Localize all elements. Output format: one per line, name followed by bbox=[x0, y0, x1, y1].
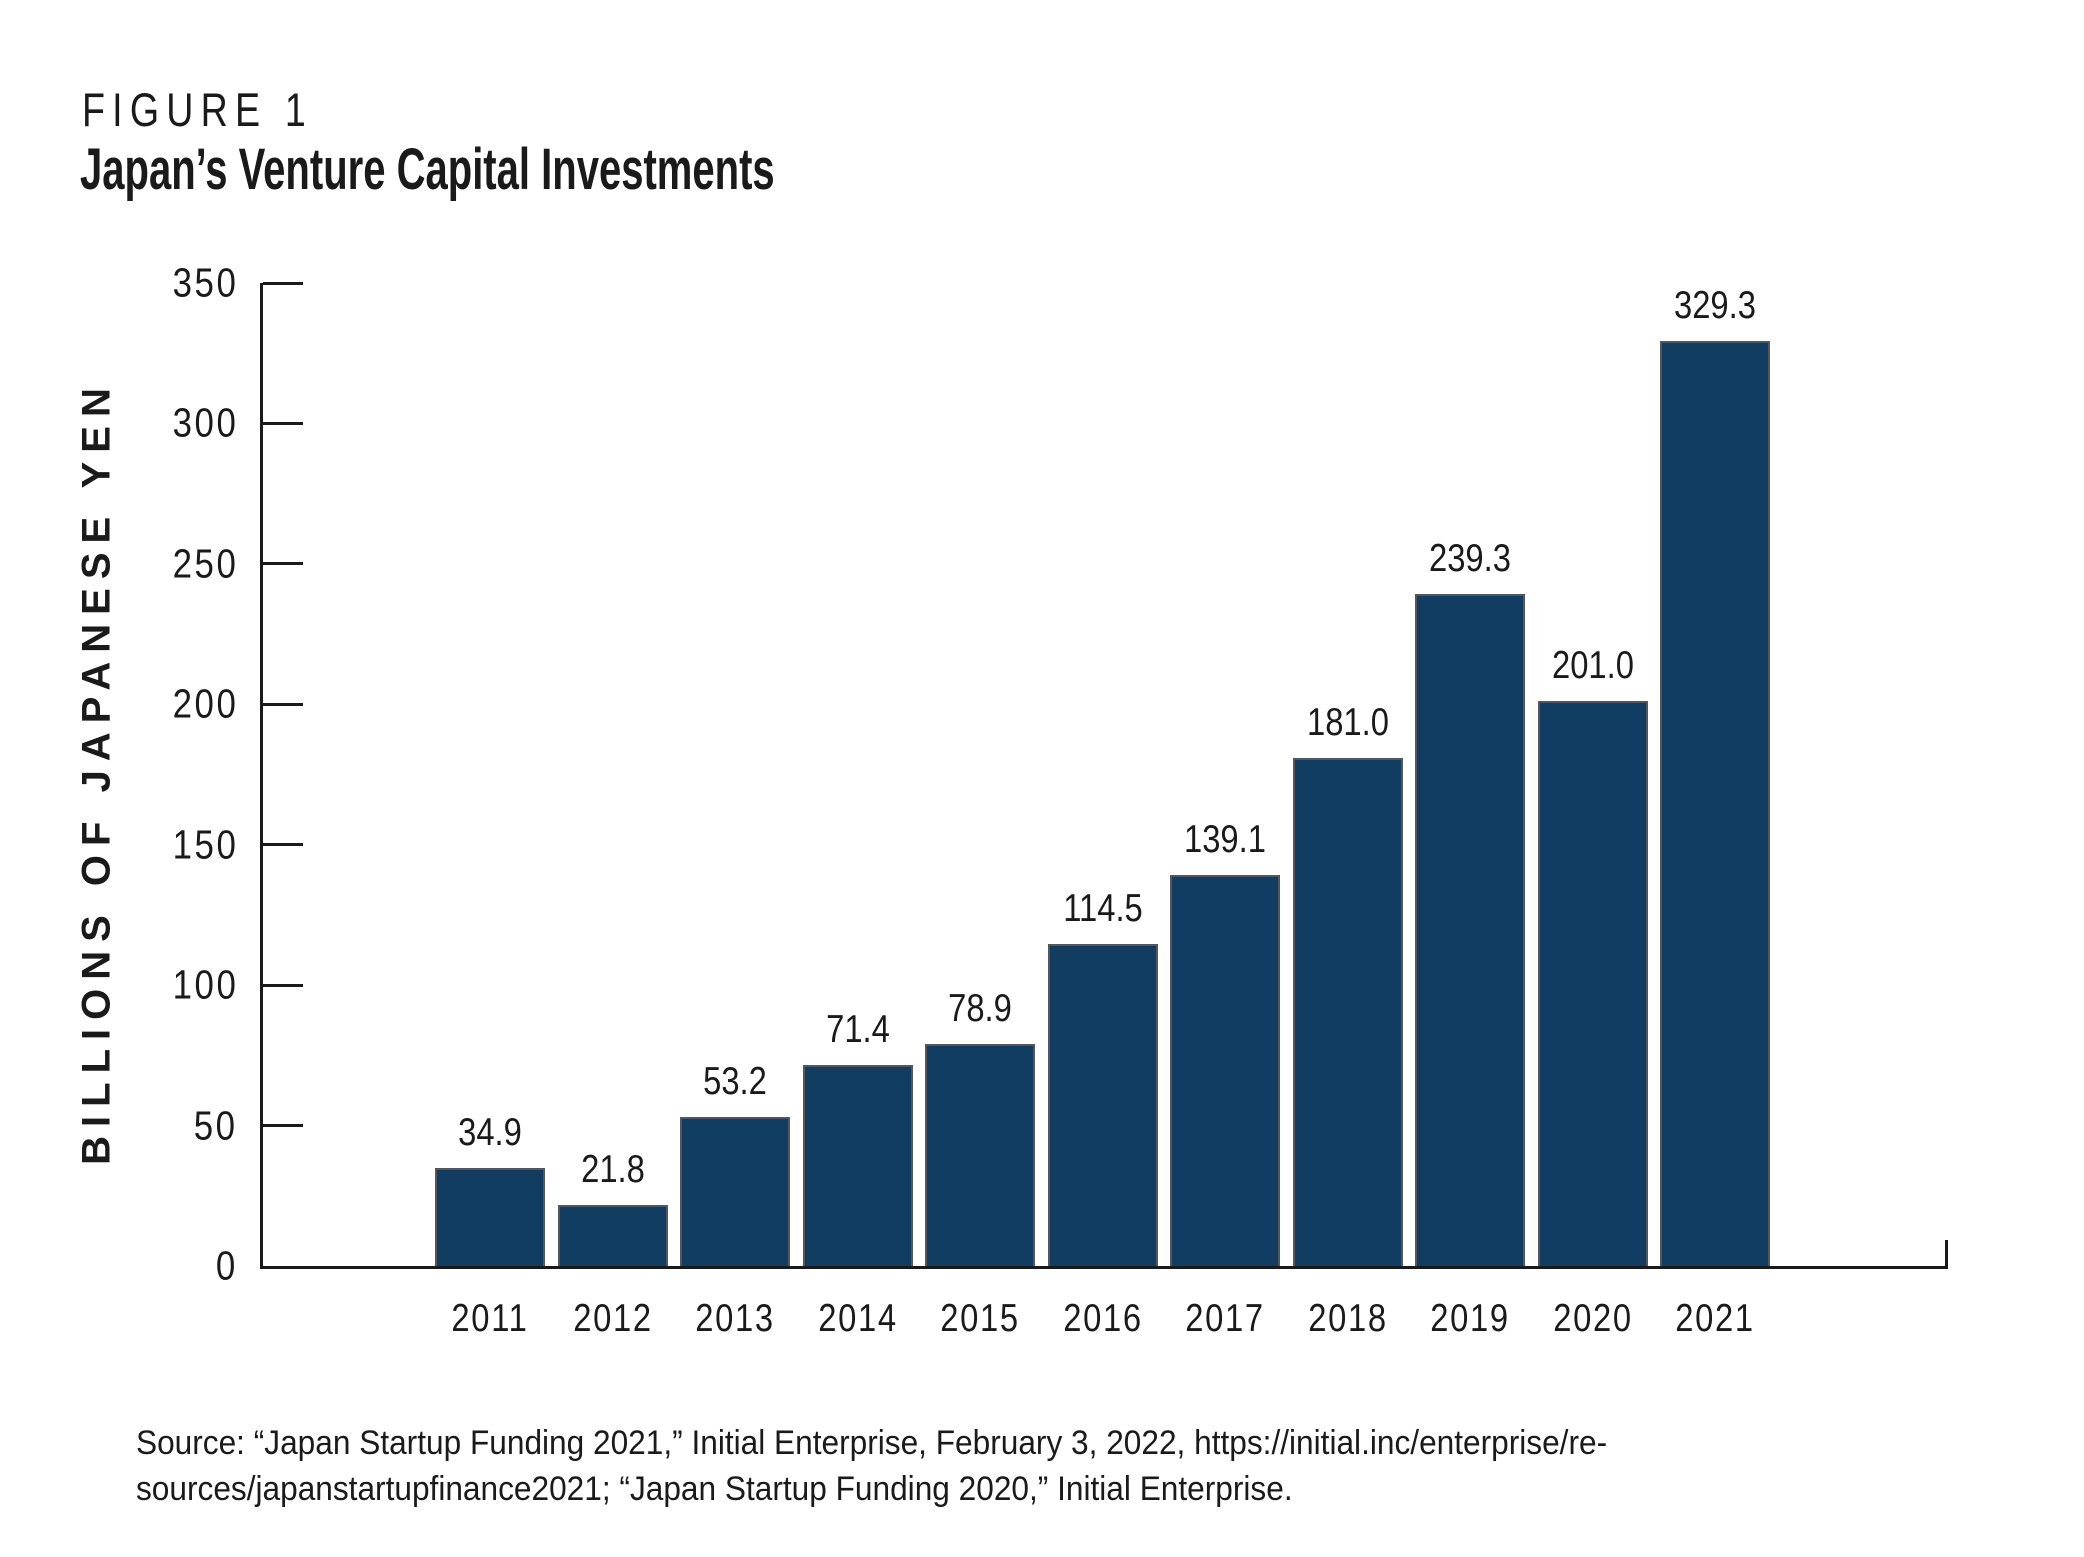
y-axis-line bbox=[260, 283, 263, 1269]
y-tick-line-200 bbox=[263, 702, 303, 706]
y-tick-label-350: 350 bbox=[172, 259, 238, 306]
y-tick-line-100 bbox=[263, 983, 303, 987]
x-tick-label-2020: 2020 bbox=[1552, 1297, 1633, 1340]
x-tick-label-2015: 2015 bbox=[940, 1297, 1020, 1340]
x-tick-label-2016: 2016 bbox=[1062, 1297, 1143, 1340]
bar-2013 bbox=[680, 1116, 790, 1266]
x-tick-label-2013: 2013 bbox=[695, 1297, 775, 1340]
y-tick-line-350 bbox=[263, 281, 303, 285]
page-title: Japan’s Venture Capital Investments bbox=[80, 137, 775, 202]
y-tick-line-50 bbox=[263, 1124, 303, 1128]
x-tick-label-2012: 2012 bbox=[572, 1297, 653, 1340]
bar-2021 bbox=[1660, 341, 1770, 1266]
y-tick-label-0: 0 bbox=[216, 1242, 238, 1289]
x-tick-label-2011: 2011 bbox=[451, 1297, 529, 1340]
source-line-1: Source: “Japan Startup Funding 2021,” In… bbox=[136, 1424, 1608, 1462]
bar-2020 bbox=[1537, 701, 1648, 1266]
source-note: Source: “Japan Startup Funding 2021,” In… bbox=[136, 1420, 1607, 1512]
bar-2014 bbox=[802, 1065, 913, 1266]
bar-value-label-2015: 78.9 bbox=[948, 987, 1012, 1031]
x-tick-label-2017: 2017 bbox=[1185, 1297, 1265, 1340]
y-tick-line-250 bbox=[263, 562, 303, 566]
x-tick-label-2019: 2019 bbox=[1430, 1297, 1510, 1340]
y-tick-line-300 bbox=[263, 421, 303, 425]
bar-value-label-2016: 114.5 bbox=[1062, 887, 1143, 931]
bar-value-label-2018: 181.0 bbox=[1306, 700, 1389, 744]
bar-2018 bbox=[1292, 757, 1403, 1266]
bar-2019 bbox=[1415, 593, 1525, 1266]
bar-2012 bbox=[557, 1204, 668, 1266]
y-tick-label-150: 150 bbox=[172, 821, 238, 868]
y-tick-line-150 bbox=[263, 843, 303, 847]
bar-value-label-2019: 239.3 bbox=[1428, 536, 1511, 580]
x-axis-line bbox=[260, 1266, 1948, 1269]
x-axis-end-tick bbox=[1945, 1240, 1948, 1268]
y-tick-label-200: 200 bbox=[172, 680, 238, 727]
y-axis-label: BILLIONS OF JAPANESE YEN bbox=[74, 379, 119, 1165]
source-line-2: sources/japanstartupfinance2021; “Japan … bbox=[136, 1470, 1293, 1508]
bar-2011 bbox=[435, 1167, 545, 1266]
bar-2017 bbox=[1170, 875, 1280, 1266]
bar-value-label-2014: 71.4 bbox=[825, 1008, 890, 1052]
bar-value-label-2020: 201.0 bbox=[1551, 644, 1634, 688]
bar-value-label-2012: 21.8 bbox=[580, 1147, 645, 1191]
y-tick-label-50: 50 bbox=[194, 1102, 238, 1149]
x-tick-label-2018: 2018 bbox=[1307, 1297, 1388, 1340]
bar-2015 bbox=[925, 1044, 1035, 1266]
bar-value-label-2017: 139.1 bbox=[1183, 818, 1266, 862]
bar-2016 bbox=[1047, 944, 1158, 1266]
bar-value-label-2013: 53.2 bbox=[703, 1059, 767, 1103]
y-tick-label-100: 100 bbox=[172, 961, 238, 1008]
y-tick-label-300: 300 bbox=[172, 399, 238, 446]
y-tick-label-250: 250 bbox=[172, 540, 238, 587]
x-tick-label-2021: 2021 bbox=[1675, 1297, 1755, 1340]
x-tick-label-2014: 2014 bbox=[817, 1297, 898, 1340]
bar-value-label-2011: 34.9 bbox=[458, 1110, 522, 1154]
figure-label: FIGURE 1 bbox=[82, 83, 314, 136]
bar-value-label-2021: 329.3 bbox=[1673, 284, 1756, 328]
